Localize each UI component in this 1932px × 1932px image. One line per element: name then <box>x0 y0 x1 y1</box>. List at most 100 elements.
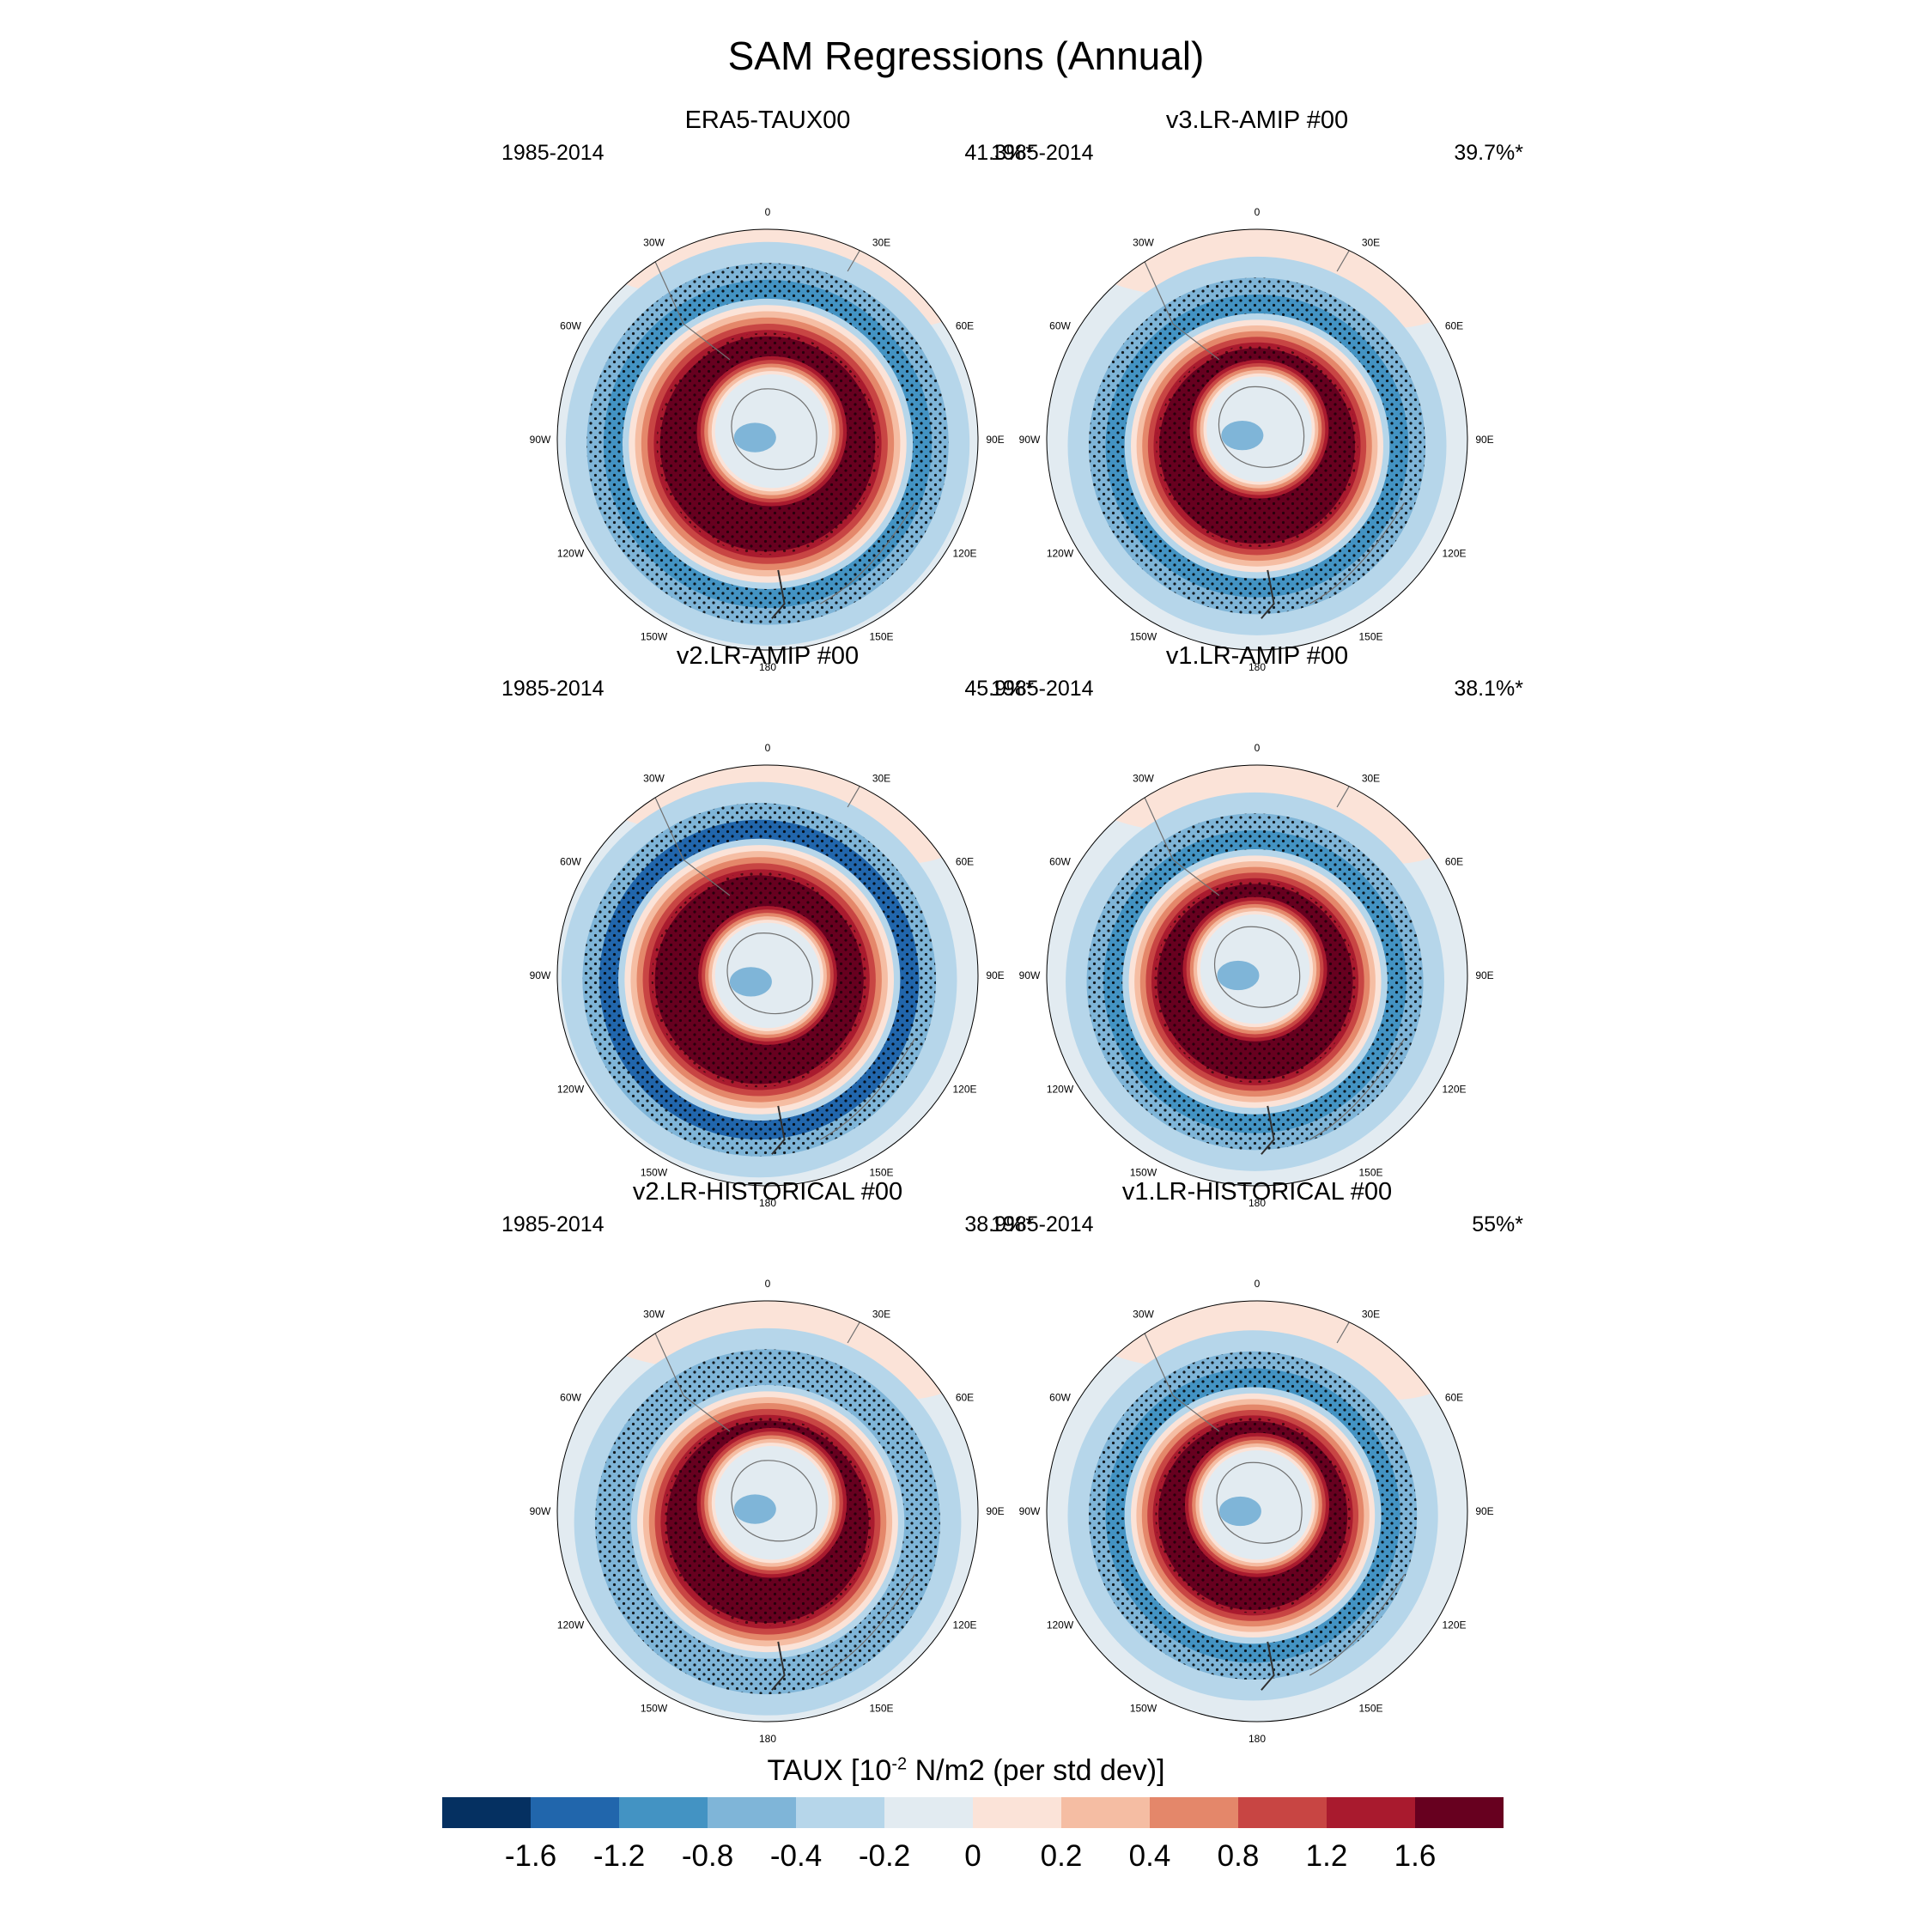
longitude-label: 120W <box>1047 1619 1074 1631</box>
south-america-coastline <box>651 1326 731 1432</box>
australia-coastline <box>1309 1038 1406 1140</box>
longitude-label: 30E <box>872 773 890 785</box>
longitude-label: 180 <box>1249 1733 1266 1745</box>
colorbar-tick-label: -1.2 <box>592 1839 646 1873</box>
antarctica-coastline <box>1214 926 1301 1008</box>
colorbar-swatch <box>619 1797 708 1828</box>
panel-title: v1.LR-AMIP #00 <box>1165 642 1349 670</box>
panel-title: v2.LR-AMIP #00 <box>676 642 860 670</box>
map-panel-v2-historical: v2.LR-HISTORICAL #00 1985-2014 38.9%* 0 3… <box>501 1178 1034 1752</box>
longitude-label: 180 <box>1249 661 1266 673</box>
map-boundary <box>556 1300 979 1722</box>
colorbar-tick-label: 0 <box>964 1839 981 1873</box>
polar-map: 0 30E 60E 90E 120E 150E 180 150W 120W 90W 60W 30W <box>530 742 1005 1209</box>
polar-map: 0 30E 60E 90E 120E 150E 180 150W 120W 90W 60W 30W <box>530 206 1005 673</box>
panel-variance-explained: 45.9%* <box>964 677 1034 701</box>
longitude-label: 120E <box>952 548 976 560</box>
new-zealand-coastline <box>771 1105 786 1155</box>
longitude-label: 150W <box>641 1702 668 1714</box>
panel-variance-explained: 55%* <box>1472 1212 1523 1236</box>
map-boundary <box>556 228 979 651</box>
longitude-label: 150E <box>1358 1166 1382 1178</box>
map-panel-v1-amip: v1.LR-AMIP #00 1985-2014 38.1%* 0 30E 60E 9… <box>991 642 1523 1216</box>
colorbar-labels: -1.6 -1.2 -0.8 -0.4 -0.2 0 0.2 0.4 0.8 1.2 1.6 <box>442 1839 1504 1882</box>
longitude-label: 30E <box>872 237 890 249</box>
antarctic-negative-patch <box>1221 420 1264 451</box>
antarctica-coastline <box>1218 386 1305 468</box>
antarctic-negative-patch <box>733 1494 776 1524</box>
panel-period: 1985-2014 <box>991 141 1094 165</box>
longitude-label: 180 <box>1249 1197 1266 1209</box>
colorbar-title-main: TAUX [10 <box>767 1754 892 1787</box>
longitude-label: 90E <box>986 434 1004 446</box>
antarctic-negative-patch <box>733 422 776 453</box>
panel-period: 1985-2014 <box>501 141 605 165</box>
longitude-label: 30E <box>1362 237 1380 249</box>
longitude-label: 90E <box>986 969 1004 981</box>
longitude-label: 30E <box>1362 773 1380 785</box>
longitude-label: 90W <box>1019 1505 1041 1517</box>
longitude-label: 150E <box>1358 630 1382 642</box>
colorbar-tick-label: 0.2 <box>1040 1839 1083 1873</box>
colorbar-swatch <box>796 1797 885 1828</box>
longitude-label: 90E <box>1475 434 1493 446</box>
longitude-label: 30W <box>643 773 665 785</box>
longitude-label: 0 <box>1255 1278 1261 1290</box>
longitude-label: 60E <box>956 320 974 332</box>
longitude-label: 150W <box>641 630 668 642</box>
colorbar-tick-label: -0.4 <box>769 1839 823 1873</box>
colorbar-swatch <box>1327 1797 1416 1828</box>
south-america-coastline <box>1140 1326 1220 1432</box>
longitude-label: 90E <box>1475 1505 1493 1517</box>
longitude-label: 60E <box>1445 320 1463 332</box>
map-boundary <box>1046 228 1468 651</box>
longitude-label: 120W <box>557 548 585 560</box>
longitude-label: 180 <box>759 1733 776 1745</box>
panel-variance-explained: 38.9%* <box>964 1212 1034 1236</box>
polar-map: 0 30E 60E 90E 120E 150E 180 150W 120W 90W 60W 30W <box>1019 206 1494 673</box>
panel-variance-explained: 38.1%* <box>1454 677 1523 701</box>
colorbar-swatch <box>1150 1797 1239 1828</box>
panel-title: ERA5-TAUX00 <box>684 106 851 134</box>
colorbar-tick-label: -1.6 <box>504 1839 557 1873</box>
panel-period: 1985-2014 <box>501 1212 605 1236</box>
colorbar <box>442 1797 1504 1828</box>
panel-period: 1985-2014 <box>501 677 605 701</box>
new-zealand-coastline <box>1261 1105 1275 1155</box>
longitude-label: 60W <box>560 856 581 868</box>
longitude-label: 180 <box>759 1197 776 1209</box>
longitude-label: 150W <box>641 1166 668 1178</box>
longitude-label: 150E <box>869 630 893 642</box>
longitude-label: 90W <box>1019 434 1041 446</box>
colorbar-tick-label: -0.8 <box>681 1839 734 1873</box>
longitude-label: 30W <box>1133 237 1154 249</box>
longitude-label: 30W <box>1133 1309 1154 1321</box>
antarctic-negative-patch <box>1218 1496 1261 1527</box>
colorbar-swatch <box>884 1797 974 1828</box>
longitude-label: 0 <box>1255 206 1261 218</box>
longitude-label: 150E <box>1358 1702 1382 1714</box>
longitude-label: 0 <box>765 206 771 218</box>
south-america-coastline <box>651 254 731 361</box>
longitude-label: 120E <box>1442 548 1466 560</box>
australia-coastline <box>1309 502 1406 605</box>
longitude-label: 30W <box>643 1309 665 1321</box>
colorbar-swatch <box>442 1797 532 1828</box>
longitude-label: 60W <box>1049 320 1071 332</box>
panel-variance-explained: 39.7%* <box>1454 141 1523 165</box>
longitude-label: 30E <box>1362 1309 1380 1321</box>
longitude-label: 90W <box>530 434 551 446</box>
colorbar-swatch <box>1238 1797 1327 1828</box>
australia-coastline <box>819 1038 916 1140</box>
longitude-label: 90E <box>1475 969 1493 981</box>
longitude-label: 120W <box>1047 548 1074 560</box>
longitude-label: 180 <box>759 661 776 673</box>
longitude-label: 60E <box>1445 1392 1463 1404</box>
map-panel-v3-amip: v3.LR-AMIP #00 1985-2014 39.7%* 0 30E 60E 9… <box>991 106 1523 680</box>
south-america-coastline <box>1140 254 1220 361</box>
antarctic-negative-patch <box>1217 960 1260 991</box>
longitude-label: 120W <box>1047 1084 1074 1096</box>
antarctic-negative-patch <box>729 967 772 997</box>
polar-map: 0 30E 60E 90E 120E 150E 180 150W 120W 90W 60W 30W <box>1019 742 1494 1209</box>
panel-title: v2.LR-HISTORICAL #00 <box>632 1178 903 1206</box>
